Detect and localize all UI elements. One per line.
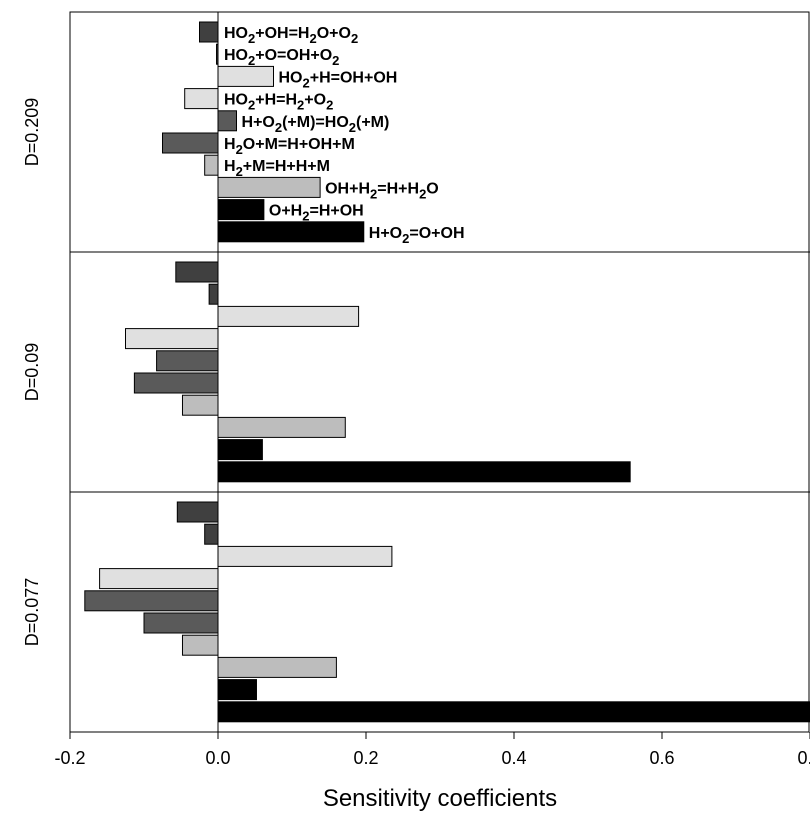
x-tick-label: 0.2 xyxy=(353,748,378,768)
bar-2-1 xyxy=(175,261,219,283)
bar-1-7 xyxy=(204,154,219,176)
bar-1-5 xyxy=(217,110,237,132)
bar-2-4 xyxy=(125,328,219,350)
reaction-label: O+H2=H+OH xyxy=(269,203,364,224)
bar-2-6 xyxy=(133,372,219,394)
reaction-label: H+O2(+M)=HO2(+M) xyxy=(242,114,390,135)
bar-1-10 xyxy=(217,221,365,243)
bar-2-8 xyxy=(217,416,346,438)
bar-3-4 xyxy=(99,568,219,590)
bar-3-2 xyxy=(204,523,219,545)
bar-2-3 xyxy=(217,305,360,327)
reaction-label: HO2+H=OH+OH xyxy=(279,69,398,90)
x-axis-title: Sensitivity coefficients xyxy=(323,785,557,812)
bar-3-10 xyxy=(217,701,810,723)
reaction-label: HO2+O=OH+O2 xyxy=(224,47,339,68)
bar-1-1 xyxy=(199,21,219,43)
bar-3-6 xyxy=(143,612,219,634)
bar-2-2 xyxy=(208,283,219,305)
bar-2-7 xyxy=(181,394,219,416)
bar-3-7 xyxy=(181,634,219,656)
reaction-label: HO2+H=H2+O2 xyxy=(224,92,333,113)
bar-1-9 xyxy=(217,199,265,221)
panel-label: D=0.209 xyxy=(22,98,42,167)
reaction-label: H2O+M=H+OH+M xyxy=(224,136,355,157)
bar-3-8 xyxy=(217,656,337,678)
plot-frame xyxy=(69,11,810,733)
bar-2-9 xyxy=(217,439,263,461)
reaction-label: OH+H2=H+H2O xyxy=(325,180,439,201)
reaction-label: H+O2=O+OH xyxy=(369,225,465,246)
x-tick-label: 0.8 xyxy=(797,748,810,768)
x-tick-label: 0.6 xyxy=(649,748,674,768)
x-tick-label: 0.0 xyxy=(205,748,230,768)
bar-3-1 xyxy=(176,501,219,523)
reaction-label: H2+M=H+H+M xyxy=(224,158,330,179)
x-tick-label: 0.4 xyxy=(501,748,526,768)
x-tick-label: -0.2 xyxy=(54,748,85,768)
bar-1-3 xyxy=(217,65,274,87)
bar-1-6 xyxy=(162,132,219,154)
bar-3-5 xyxy=(84,590,219,612)
reaction-label: HO2+OH=H2O+O2 xyxy=(224,25,358,46)
bar-1-2 xyxy=(216,43,219,65)
bar-3-9 xyxy=(217,679,257,701)
bar-3-3 xyxy=(217,545,393,567)
bar-2-10 xyxy=(217,461,631,483)
bar-1-8 xyxy=(217,176,321,198)
bar-1-4 xyxy=(184,88,219,110)
panel-label: D=0.077 xyxy=(22,578,42,647)
bar-2-5 xyxy=(156,350,219,372)
panel-label: D=0.09 xyxy=(22,343,42,402)
